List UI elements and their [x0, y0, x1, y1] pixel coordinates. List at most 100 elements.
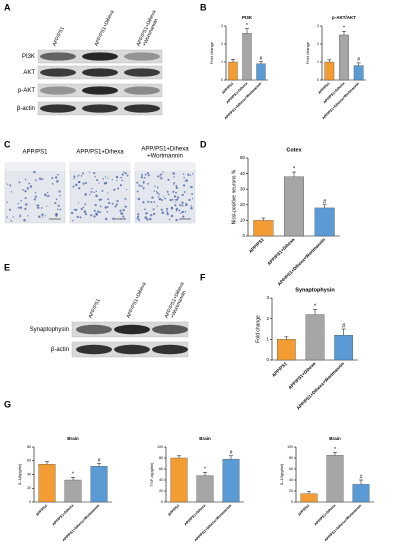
y-axis-label: IL-1β(pg/ml) — [17, 463, 22, 485]
cell — [182, 173, 185, 175]
significance-mark: # — [260, 56, 263, 62]
cell — [83, 210, 87, 213]
x-tick-label: APP/PS1+Dihexa — [314, 503, 337, 526]
cell — [95, 190, 98, 193]
cell — [33, 170, 36, 174]
cell — [175, 191, 177, 194]
blot-row-label: PI3K — [22, 54, 35, 60]
cell — [108, 201, 111, 205]
y-axis-label: Nissl-positive neurons % — [231, 169, 237, 224]
y-tick-label: 40 — [289, 478, 293, 482]
cell — [177, 196, 180, 199]
cell — [95, 194, 98, 198]
y-tick-label: 10 — [240, 218, 246, 223]
blot-row-label: Synaptophysin — [30, 327, 69, 333]
y-tick-label: 40 — [240, 171, 246, 176]
bar — [222, 458, 240, 503]
cell — [142, 201, 145, 204]
cell — [55, 198, 58, 201]
cell — [99, 211, 101, 214]
blot-band — [82, 68, 118, 77]
micrograph-label: +Wortmannin — [147, 154, 183, 160]
cell — [175, 186, 179, 190]
cell — [122, 208, 125, 212]
cell — [107, 177, 109, 179]
cell — [138, 184, 141, 187]
cell — [182, 215, 185, 218]
blot-band — [124, 68, 160, 77]
cell — [18, 181, 21, 184]
significance-mark: # — [230, 450, 233, 456]
y-tick-label: 40 — [159, 478, 163, 482]
blot-row-label: β-actin — [17, 106, 35, 112]
cell — [29, 185, 33, 188]
bar — [38, 464, 56, 503]
cell — [34, 179, 37, 181]
cell — [6, 201, 8, 203]
cell — [119, 184, 123, 187]
cell — [24, 207, 27, 210]
cell — [111, 202, 114, 205]
cell — [163, 196, 165, 198]
cell — [93, 191, 95, 194]
cell — [136, 217, 139, 220]
cell — [147, 174, 150, 177]
cell — [47, 194, 50, 198]
chart-title: Brain — [329, 436, 341, 441]
cell — [122, 213, 124, 215]
cell — [78, 187, 81, 190]
y-axis-label: IL-10(pg/ml) — [279, 463, 284, 485]
cell — [78, 174, 80, 176]
cell — [82, 206, 85, 209]
cell — [144, 216, 148, 219]
micrograph-top — [135, 163, 195, 171]
blot-row-label: AKT — [23, 70, 35, 76]
y-tick-label: 80 — [27, 445, 31, 449]
bar — [256, 63, 266, 81]
cell — [166, 212, 169, 216]
cell — [189, 174, 192, 177]
cell — [155, 190, 158, 193]
cell — [172, 172, 175, 175]
y-tick-label: 0 — [266, 357, 269, 362]
cell — [80, 207, 83, 211]
blot-band — [152, 324, 188, 335]
cell — [140, 176, 143, 179]
y-axis-label: Fold change — [255, 315, 261, 343]
bar — [326, 455, 344, 503]
cell — [121, 173, 124, 176]
cell — [153, 212, 156, 216]
lane-label: APP/PS1 — [52, 26, 66, 48]
cell — [8, 208, 12, 211]
cell — [101, 190, 104, 192]
cell — [159, 175, 161, 177]
panel-letter: A — [4, 2, 11, 12]
cell — [169, 199, 172, 202]
lane-label: APP/PS1 — [88, 298, 102, 320]
cell — [106, 211, 109, 213]
cell — [9, 184, 12, 187]
blot-band — [124, 86, 160, 95]
cell — [149, 213, 153, 217]
y-tick-label: 1 — [266, 337, 269, 342]
cell — [150, 201, 153, 204]
cell — [46, 195, 48, 198]
y-axis-label: Fold change — [305, 41, 310, 64]
significance-mark: * — [246, 23, 248, 29]
cell — [40, 207, 43, 209]
blot-band — [76, 324, 112, 335]
cell — [173, 195, 177, 198]
cell — [82, 182, 85, 185]
cell — [115, 203, 118, 206]
blot-band — [82, 104, 118, 113]
panel-letter: F — [200, 272, 206, 282]
cell — [121, 179, 124, 182]
cell — [174, 204, 177, 207]
y-tick-label: 0 — [242, 233, 245, 238]
cell — [190, 185, 193, 189]
cell — [167, 193, 170, 196]
cell — [156, 186, 159, 189]
cell — [146, 218, 149, 221]
cell — [124, 172, 127, 175]
